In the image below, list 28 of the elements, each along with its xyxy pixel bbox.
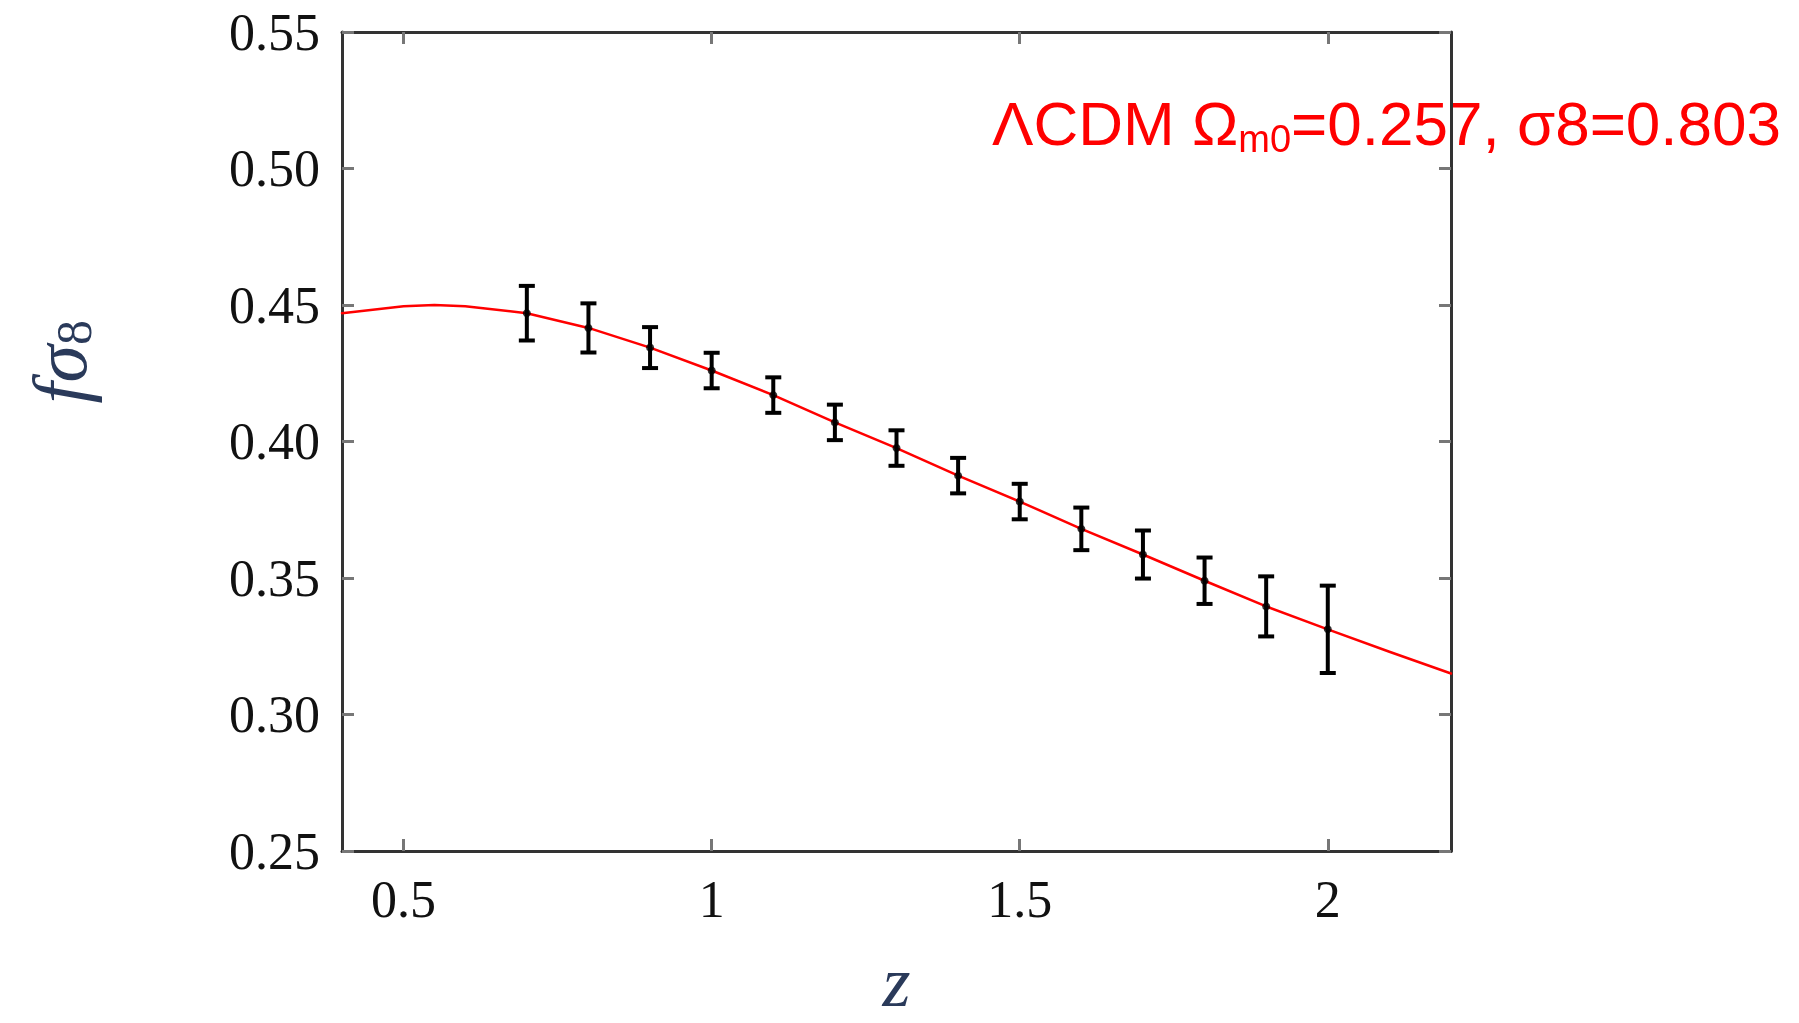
point (830, 418, 839, 427)
point (892, 444, 901, 453)
line-series (340, 303, 1453, 675)
point (769, 391, 778, 400)
y-tick-label: 0.40 (229, 413, 320, 470)
y-tick-label: 0.30 (229, 686, 320, 743)
point (1200, 576, 1209, 585)
point (1077, 524, 1086, 533)
point (1015, 497, 1024, 506)
point (1323, 625, 1332, 634)
y-tick-label: 0.25 (229, 822, 320, 880)
x-tick-label: 1 (698, 870, 725, 928)
point (954, 471, 963, 480)
x-axis-title: z (881, 942, 911, 1022)
y-tick-label: 0.50 (229, 140, 320, 197)
point (1138, 550, 1147, 559)
point (584, 323, 593, 332)
y-tick-label: 0.55 (229, 3, 320, 61)
point (522, 309, 531, 318)
y-tick-label: 0.35 (229, 549, 320, 607)
x-tick-label: 2 (1314, 870, 1341, 928)
point (646, 343, 655, 352)
x-tick-label: 1.5 (987, 870, 1053, 928)
y-tick-label: 0.45 (229, 276, 320, 334)
y-axis-title: fσ8 (18, 320, 102, 404)
point (707, 366, 716, 375)
x-tick-label: 0.5 (371, 870, 437, 928)
point (1262, 602, 1271, 611)
